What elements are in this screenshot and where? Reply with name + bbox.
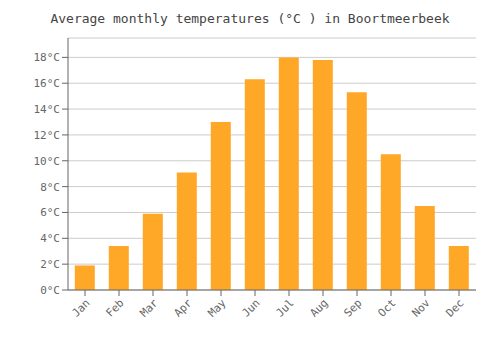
svg-text:Aug: Aug — [307, 296, 330, 319]
svg-text:Mar: Mar — [137, 296, 161, 320]
svg-text:Apr: Apr — [171, 296, 195, 320]
svg-text:Jul: Jul — [273, 296, 296, 319]
html-text:Average monthly temperatures (: Average monthly temperatures (°C ) in Bo… — [50, 11, 450, 26]
svg-text:Nov: Nov — [409, 296, 433, 320]
svg-text:2°C: 2°C — [40, 258, 60, 271]
svg-text:12°C: 12°C — [34, 129, 61, 142]
svg-text:May: May — [205, 296, 229, 320]
svg-text:0°C: 0°C — [40, 284, 60, 297]
svg-text:14°C: 14°C — [34, 103, 61, 116]
svg-text:4°C: 4°C — [40, 232, 60, 245]
svg-text:18°C: 18°C — [34, 51, 61, 64]
svg-text:Dec: Dec — [443, 296, 466, 319]
svg-text:Feb: Feb — [103, 296, 126, 319]
svg-text:6°C: 6°C — [40, 206, 60, 219]
svg-text:Jun: Jun — [239, 296, 262, 319]
svg-text:8°C: 8°C — [40, 181, 60, 194]
svg-text:16°C: 16°C — [34, 77, 61, 90]
svg-text:10°C: 10°C — [34, 155, 61, 168]
svg-text:Sep: Sep — [341, 296, 364, 319]
svg-text:Oct: Oct — [375, 296, 398, 319]
svg-text:Jan: Jan — [69, 296, 92, 319]
